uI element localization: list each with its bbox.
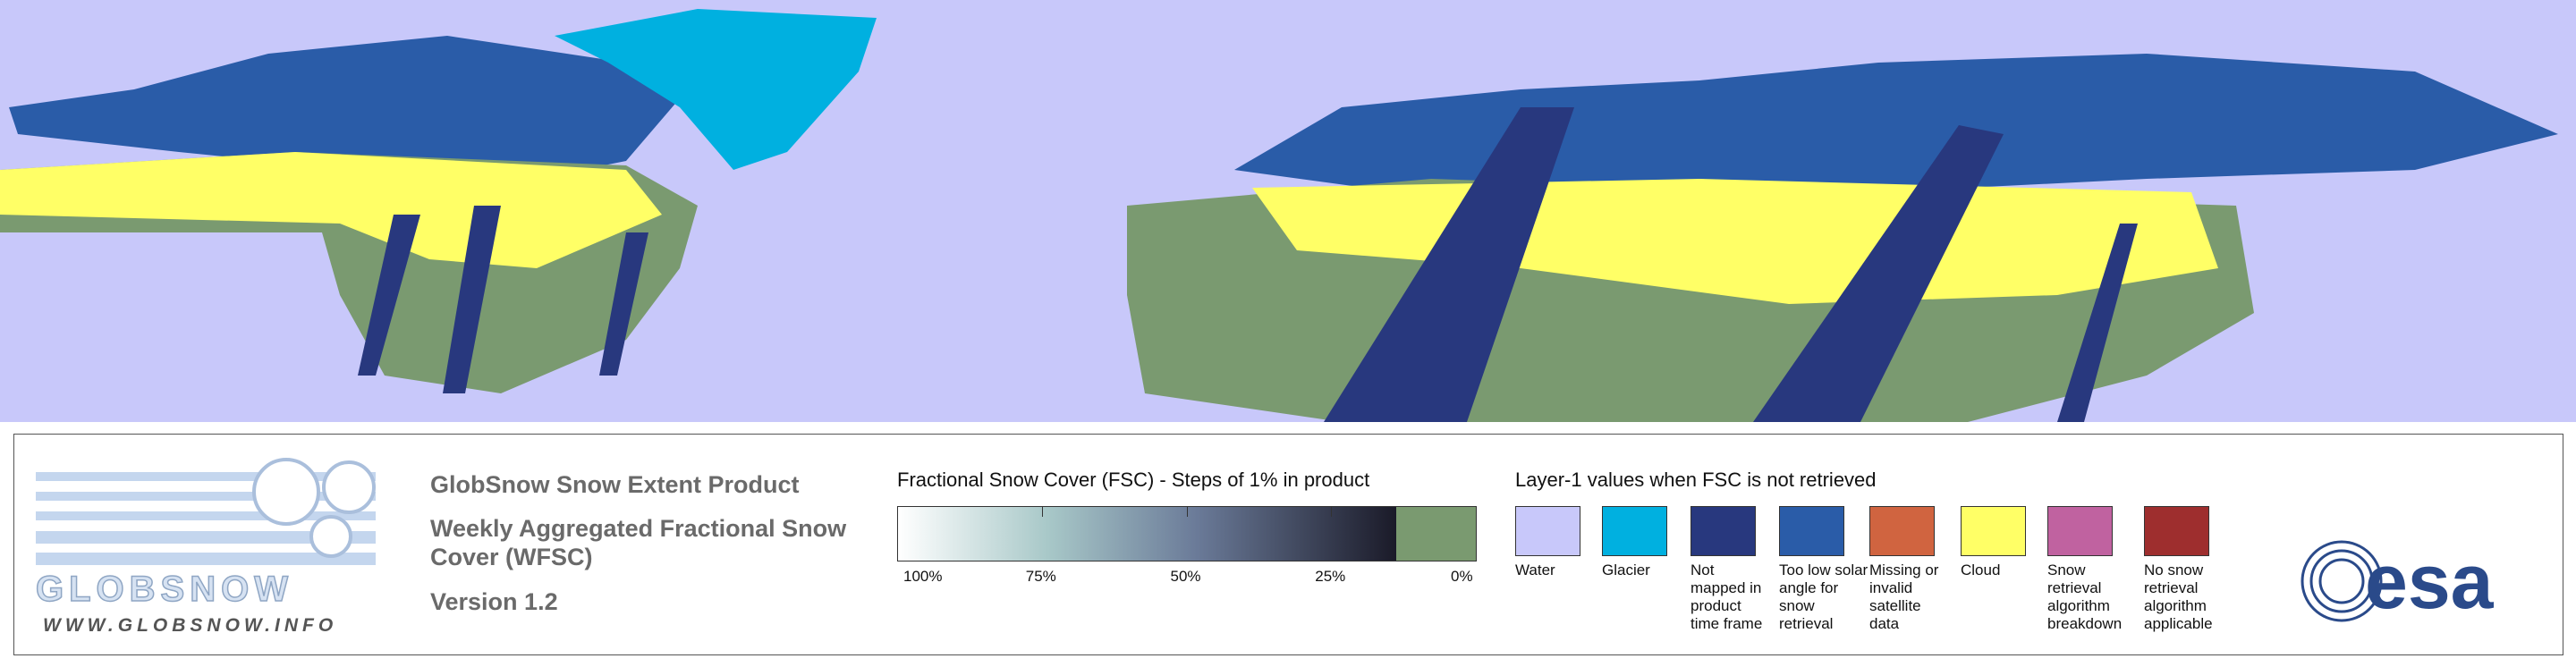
colorbar-tick-label: 0% [1451, 568, 1473, 585]
colorbar-tick-label: 25% [1315, 568, 1346, 585]
legend-swatch [1779, 506, 1844, 556]
esa-rings [2301, 540, 2383, 622]
map [0, 0, 2576, 422]
north-america-north [9, 36, 680, 179]
colorbar-tick-label: 100% [903, 568, 943, 585]
gap-eurasia [2057, 224, 2138, 422]
legend-label: No snow retrieval algorithm applicable [2144, 561, 2213, 632]
legend-swatch [1602, 506, 1667, 556]
colorbar-tick [1186, 506, 1188, 517]
gap-na [443, 206, 501, 393]
logo-name: GLOBSNOW [36, 570, 293, 609]
colorbar-tick [1331, 506, 1333, 517]
product-subtitle: Cover (WFSC) [430, 544, 593, 570]
legend-panel [13, 434, 2563, 655]
globsnow-logo: GLOBSNOW WWW.GLOBSNOW.INFO [36, 458, 376, 636]
legend-label: Snow retrieval algorithm breakdown [2047, 561, 2123, 632]
legend-label: Cloud [1961, 561, 2001, 578]
legend-swatch [1961, 506, 2026, 556]
legend-label: Not mapped in product time frame [1690, 561, 1763, 632]
greenland [555, 9, 877, 170]
snowflakes [252, 458, 376, 558]
colorbar-title: Fractional Snow Cover (FSC) - Steps of 1… [897, 469, 1370, 491]
product-version: Version 1.2 [430, 588, 558, 615]
legend-label: Too low solar angle for snow retrieval [1779, 561, 1868, 632]
logo-stripes [36, 472, 376, 565]
legend-swatch [1869, 506, 1935, 556]
product-title: GlobSnow Snow Extent Product [430, 471, 800, 498]
legend-swatch [1515, 506, 1580, 556]
legend-label: Glacier [1602, 561, 1650, 578]
cloud-na [0, 152, 662, 268]
legend-title: Layer-1 values when FSC is not retrieved [1515, 469, 1877, 491]
legend-swatch [2047, 506, 2113, 556]
legend-label: Water [1515, 561, 1555, 578]
esa-text: esa [2365, 539, 2495, 625]
legend-swatch [1690, 506, 1756, 556]
esa-logo: esa [2301, 539, 2495, 625]
gap-na [358, 215, 420, 376]
legend-label: Missing or invalid satellite data [1869, 561, 1939, 632]
colorbar [897, 506, 1397, 561]
gap-na [599, 232, 648, 376]
gap-eurasia [1753, 125, 2004, 422]
logo-url: WWW.GLOBSNOW.INFO [43, 615, 337, 636]
legend-swatch [2144, 506, 2209, 556]
gap-eurasia [1324, 107, 1574, 422]
colorbar-tick-label: 75% [1025, 568, 1056, 585]
colorbar-tick [1041, 506, 1043, 517]
eurasia-north [1234, 54, 2558, 197]
colorbar-tick-label: 50% [1170, 568, 1201, 585]
product-subtitle: Weekly Aggregated Fractional Snow [430, 515, 847, 542]
no-snow-swatch [1396, 506, 1477, 561]
